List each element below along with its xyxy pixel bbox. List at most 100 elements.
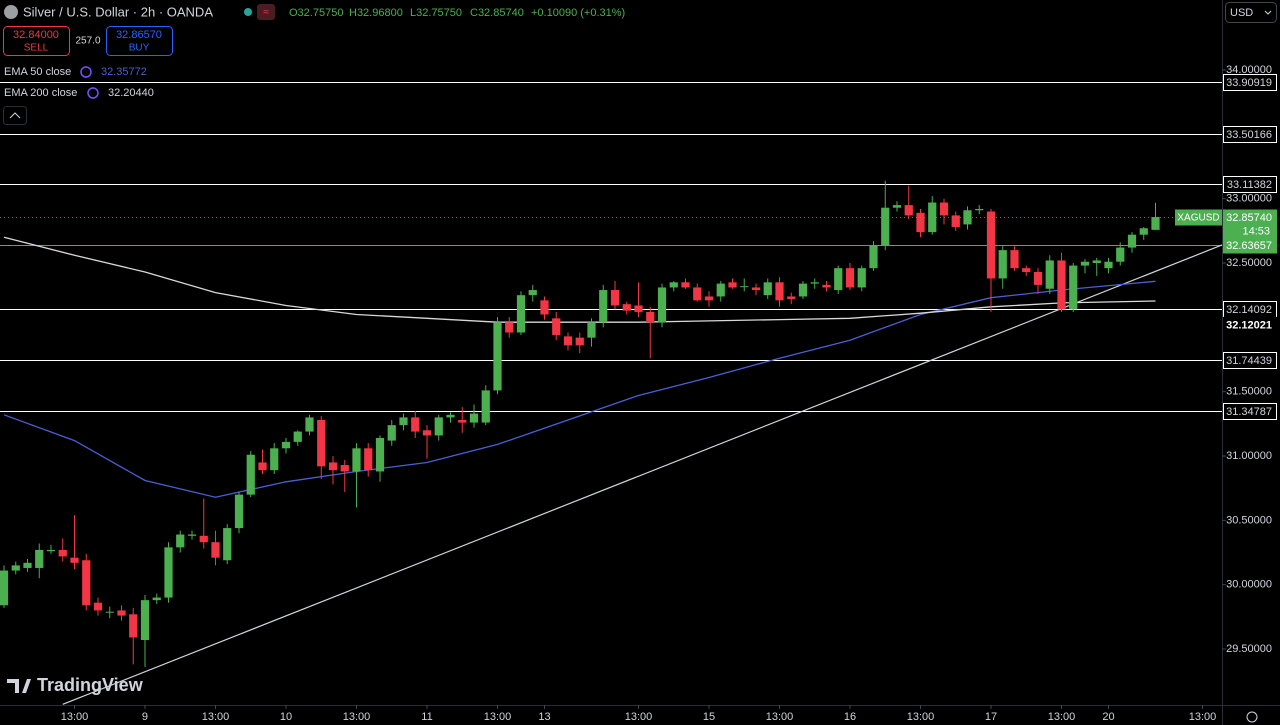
- data-flag: [257, 4, 275, 20]
- candle-body: [176, 534, 185, 548]
- candle-body: [857, 268, 866, 288]
- sell-button[interactable]: [3, 26, 70, 56]
- candle-body: [975, 208, 984, 211]
- candle-body: [117, 610, 126, 616]
- candle-body: [1080, 261, 1090, 266]
- candle-body: [93, 602, 103, 611]
- candle-body: [740, 286, 749, 288]
- x-tick-label: 13:00: [1189, 711, 1217, 723]
- indicator-name[interactable]: EMA 200 close: [4, 87, 77, 99]
- candle-body: [152, 597, 161, 601]
- candle-body: [469, 413, 479, 423]
- candle-body: [552, 318, 561, 336]
- ohlc-change: +0.10090 (+0.31%): [531, 7, 625, 19]
- brand-logo: [7, 679, 31, 693]
- sell-price: 32.84000: [13, 29, 59, 41]
- candle-body: [798, 283, 808, 297]
- y-tick-label: 30.00000: [1226, 579, 1272, 591]
- x-tick-label: 13:00: [61, 711, 89, 723]
- x-tick-label: 10: [280, 711, 292, 723]
- candle-body: [340, 465, 349, 472]
- candle-body: [575, 337, 584, 346]
- ohlc-high: H32.96800: [349, 7, 403, 19]
- candle-body: [211, 542, 220, 558]
- pivot-label-box: [1223, 237, 1277, 254]
- level-label-box: [1223, 352, 1277, 369]
- level-label-box: [1223, 126, 1277, 143]
- candle-body: [246, 454, 255, 495]
- candle-body: [364, 448, 373, 471]
- candle-body: [1151, 217, 1160, 230]
- marker-price-box: [1223, 316, 1277, 333]
- candle-body: [751, 287, 761, 291]
- candle-body: [46, 549, 56, 552]
- symbol-title[interactable]: Silver / U.S. Dollar · 2h · OANDA: [23, 4, 213, 19]
- candle-body: [317, 419, 326, 467]
- y-tick-label: 31.50000: [1226, 386, 1272, 398]
- market-status: [244, 8, 252, 16]
- candle-body: [939, 202, 949, 216]
- candle-body: [1092, 260, 1101, 264]
- candle-body: [187, 534, 197, 536]
- level-label: 33.50166: [1226, 129, 1272, 141]
- y-tick-label: 29.50000: [1226, 643, 1272, 655]
- indicator-icon: [80, 66, 92, 78]
- candle-body: [328, 462, 338, 471]
- candle-body: [1069, 265, 1078, 310]
- x-tick-label: 13:00: [766, 711, 794, 723]
- x-tick-label: 13:00: [1048, 711, 1076, 723]
- candle-body: [293, 431, 302, 442]
- candle-body: [916, 212, 925, 233]
- collapse-button[interactable]: [3, 106, 27, 125]
- ohlc-low: L32.75750: [410, 7, 462, 19]
- indicator-name[interactable]: EMA 50 close: [4, 66, 71, 78]
- candle-body: [422, 430, 432, 436]
- y-tick-label: 32.50000: [1226, 257, 1272, 269]
- candle-body: [11, 565, 20, 571]
- x-tick-label: 20: [1102, 711, 1114, 723]
- y-tick-label: 34.00000: [1226, 64, 1272, 76]
- candle-body: [0, 570, 9, 606]
- candle-body: [1033, 272, 1043, 285]
- candle-body: [704, 296, 714, 301]
- candle-body: [70, 557, 79, 563]
- currency-label: USD: [1230, 7, 1253, 19]
- candle-body: [716, 283, 725, 297]
- candle-body: [587, 322, 596, 338]
- symbol-tag-label: XAGUSD: [1177, 213, 1219, 224]
- candle-body: [528, 290, 537, 296]
- currency-caret: [1264, 10, 1272, 15]
- marker-price-label: 32.12021: [1226, 319, 1272, 331]
- collapse-icon: [9, 112, 21, 119]
- y-tick-label: 31.00000: [1226, 450, 1272, 462]
- symbol-tag: [1175, 209, 1222, 226]
- candle-body: [693, 287, 702, 301]
- indicator-value: 32.20440: [108, 87, 154, 99]
- symbol-icon: [4, 5, 18, 19]
- level-label-box: [1223, 403, 1277, 420]
- candle-body: [951, 215, 960, 227]
- x-tick-label: 13:00: [907, 711, 935, 723]
- candle-body: [881, 207, 890, 245]
- candle-body: [669, 282, 678, 288]
- currency-button[interactable]: [1225, 2, 1277, 23]
- settings-icon[interactable]: [1246, 711, 1258, 723]
- candle-body: [563, 336, 573, 346]
- candle-body: [1045, 260, 1054, 289]
- x-tick-label: 13:00: [202, 711, 230, 723]
- y-tick-label: 30.50000: [1226, 514, 1272, 526]
- candle-body: [810, 282, 819, 284]
- level-label: 33.90919: [1226, 77, 1272, 89]
- sell-label: SELL: [24, 43, 49, 54]
- candle-body: [845, 268, 855, 288]
- candle-body: [516, 295, 526, 333]
- candle-body: [164, 547, 173, 598]
- countdown: 14:53: [1242, 225, 1270, 237]
- candle-body: [352, 448, 361, 472]
- buy-price: 32.86570: [116, 29, 162, 41]
- buy-button[interactable]: [106, 26, 173, 56]
- candle-body: [82, 560, 91, 606]
- last-price-box: [1223, 209, 1277, 240]
- candle-body: [281, 441, 291, 449]
- candle-body: [35, 549, 44, 568]
